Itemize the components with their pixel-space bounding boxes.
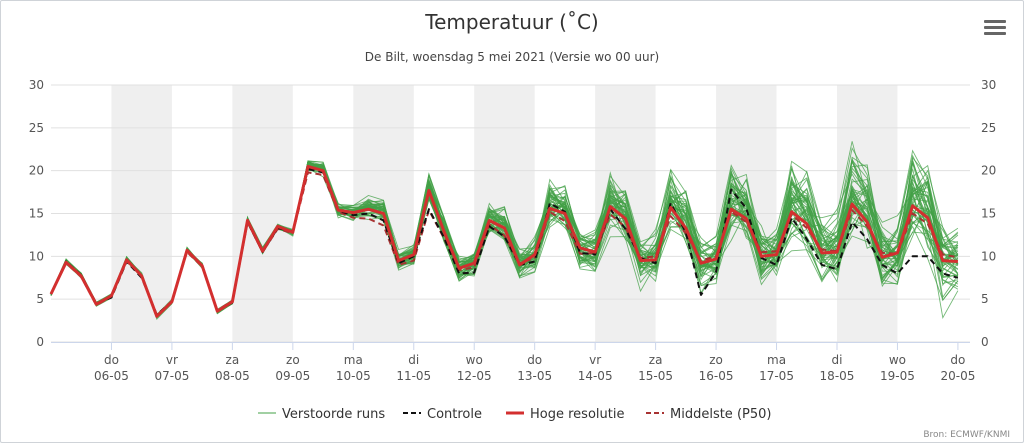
chart-title: Temperatuur (˚C) [425,10,599,34]
y-tick-label-left: 10 [29,249,44,263]
y-tick-label-left: 25 [29,121,44,135]
chart-subtitle: De Bilt, woensdag 5 mei 2021 (Versie wo … [364,50,660,64]
x-tick-weekday: zo [709,353,723,367]
x-tick-weekday: za [226,353,240,367]
y-tick-label-right: 5 [981,292,989,306]
legend-item-ctrl[interactable]: Controle [427,407,482,422]
x-tick-weekday: di [832,353,843,367]
x-tick-weekday: do [527,353,542,367]
y-tick-label-left: 30 [29,78,44,92]
y-tick-label-right: 25 [981,121,996,135]
y-tick-label-left: 5 [36,292,44,306]
x-tick-date: 16-05 [699,369,734,383]
legend-item-hres[interactable]: Hoge resolutie [530,407,624,422]
x-tick-date: 11-05 [396,369,431,383]
x-tick-date: 18-05 [820,369,855,383]
y-tick-label-right: 30 [981,78,996,92]
x-tick-weekday: vr [166,353,178,367]
x-tick-date: 17-05 [759,369,794,383]
y-tick-label-left: 20 [29,164,44,178]
x-tick-weekday: do [104,353,119,367]
hamburger-menu-icon[interactable] [984,20,1006,40]
y-tick-label-right: 10 [981,249,996,263]
hres-line [49,164,958,318]
credits-label: Bron: ECMWF/KNMI [923,430,1010,440]
y-tick-label-left: 15 [29,207,44,221]
y-tick-label-left: 0 [36,335,44,349]
y-tick-label-right: 0 [981,335,989,349]
ensemble-run-line [50,161,959,316]
y-tick-label-right: 15 [981,207,996,221]
x-tick-date: 12-05 [457,369,492,383]
x-tick-weekday: ma [344,353,363,367]
x-tick-weekday: za [649,353,663,367]
x-tick-weekday: ma [767,353,786,367]
legend-item-ens[interactable]: Verstoorde runs [282,407,385,422]
y-tick-label-right: 20 [981,164,996,178]
x-tick-date: 09-05 [275,369,310,383]
legend-item-p50[interactable]: Middelste (P50) [670,407,771,422]
x-tick-date: 19-05 [880,369,915,383]
x-tick-date: 07-05 [154,369,189,383]
x-tick-weekday: wo [889,353,906,367]
x-tick-weekday: zo [286,353,300,367]
x-tick-date: 15-05 [638,369,673,383]
x-tick-date: 08-05 [215,369,250,383]
x-tick-date: 20-05 [940,369,975,383]
x-tick-date: 06-05 [94,369,129,383]
x-tick-weekday: wo [466,353,483,367]
x-tick-weekday: di [408,353,419,367]
x-tick-date: 14-05 [578,369,613,383]
x-tick-weekday: do [950,353,965,367]
p50-line [50,171,959,317]
x-tick-date: 13-05 [517,369,552,383]
x-tick-weekday: vr [589,353,601,367]
x-tick-date: 10-05 [336,369,371,383]
